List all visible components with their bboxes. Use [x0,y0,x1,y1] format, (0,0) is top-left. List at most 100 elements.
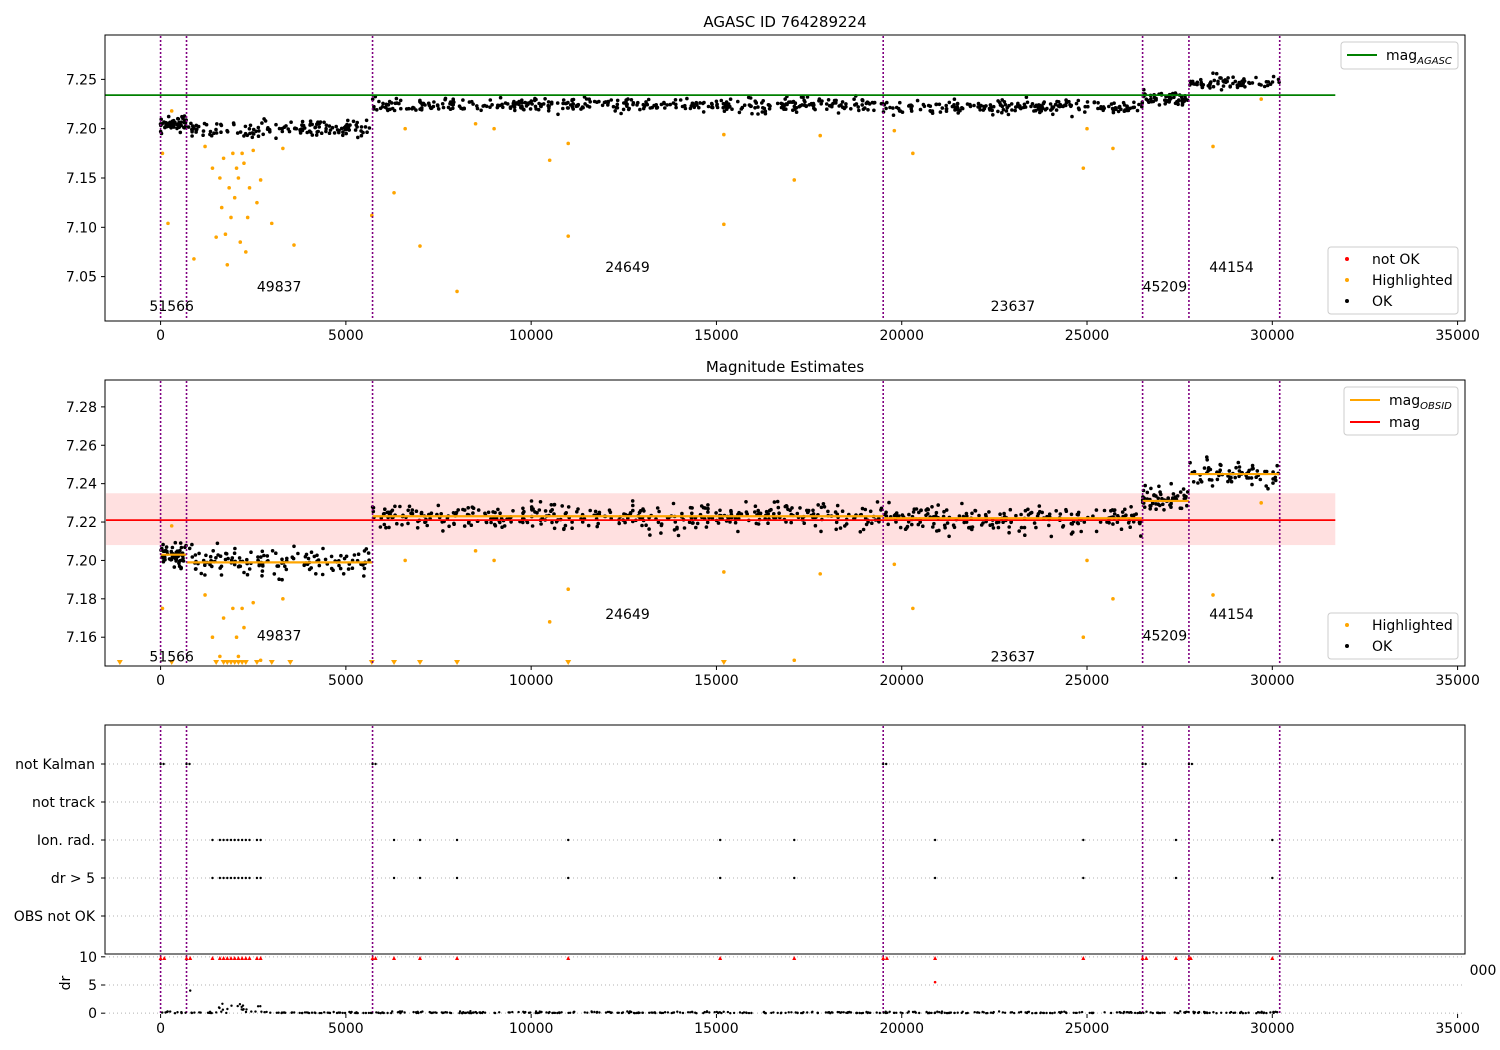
axes-frame [104,379,1466,667]
ok-point [1064,98,1068,102]
ok-point [1229,479,1234,484]
ok-point [659,102,664,107]
dr-point [1215,1012,1218,1015]
ok-point [935,529,939,533]
ok-point [1179,95,1184,100]
ok-point [260,574,264,578]
dr-point [540,1010,543,1014]
ok-point [163,125,167,129]
ok-point [665,103,669,107]
ok-point [884,514,889,518]
x-tick-label: 20000 [879,328,924,344]
dr-point [263,1011,266,1014]
ok-point [934,510,939,515]
ok-point [988,103,993,107]
ok-point [1219,88,1224,92]
ok-point [1202,466,1207,470]
ok-point [256,125,261,130]
dr-point [1138,1011,1142,1014]
ok-point [1275,463,1279,468]
dr-not-ok-marker [884,955,889,960]
category-label: not Kalman [15,757,95,773]
ok-point [476,508,481,512]
x-tick-label: 35000 [1435,673,1480,689]
ok-point [309,566,314,570]
dr-point [341,1011,344,1015]
ok-point [306,556,311,561]
ok-point [364,547,369,551]
ok-point [726,104,730,109]
x-tick-label: 25000 [1065,328,1110,344]
ok-point [1001,107,1006,112]
flag-point [185,762,188,766]
ok-point [1143,483,1147,488]
ok-point [310,133,315,137]
ok-point [1254,75,1258,80]
dr-point [379,1012,382,1015]
flag-point [248,838,251,842]
ok-point [1237,465,1242,469]
ok-point [928,104,933,108]
x-tick-label: 30000 [1250,328,1295,344]
ok-point [337,563,341,568]
ok-point [247,567,252,571]
ok-point [570,520,574,524]
flag-point [255,838,259,842]
ok-point [277,577,281,581]
ok-point [955,102,960,106]
y-tick-label: 5 [88,978,97,994]
dr-point [375,1011,378,1014]
dr-point [551,1011,554,1015]
dr-point [323,1011,326,1014]
ok-point [337,128,341,133]
dr-point [517,1010,520,1014]
ok-point [471,506,476,511]
dr-point [992,1010,995,1014]
dr-point [1027,1010,1031,1013]
ok-point [242,570,246,575]
ok-point [587,97,591,101]
dr-point [421,1010,424,1013]
ok-point [1158,490,1162,494]
ok-point [722,109,727,113]
dr-not-ok-marker [243,955,248,960]
ok-point [454,510,459,515]
ok-point [1019,512,1023,517]
ok-point [968,102,972,107]
ok-point [521,520,525,525]
ok-point [690,511,694,516]
ok-point [367,126,372,130]
ok-point [860,98,865,103]
flag-point [1082,876,1085,880]
dr-not-ok-marker [373,955,378,960]
ok-point [1233,79,1238,84]
ok-point [944,103,948,108]
dr-point [1088,1011,1091,1015]
ok-point [695,521,700,526]
ok-point [742,103,747,107]
highlighted-point [1081,635,1086,640]
dr-point [633,1012,636,1015]
ok-point [629,98,634,102]
ok-point [659,531,663,535]
dr-point [434,1011,437,1014]
ok-point [1047,512,1052,516]
ok-point [1022,525,1027,530]
dr-point [1031,1012,1034,1015]
ok-point [659,522,664,526]
dr-point [217,1006,221,1009]
ok-point [844,105,848,109]
obsid-label: 44154 [1209,607,1254,623]
ok-point [996,525,1001,530]
ok-point [1096,106,1100,111]
ok-point [534,97,538,102]
ok-point [563,512,568,516]
ok-point [316,120,320,124]
ok-point [180,114,184,119]
ok-point [690,506,694,510]
ok-point [697,105,701,110]
ok-point [1205,455,1209,459]
ok-point [353,128,358,132]
dr-point [1019,1010,1023,1014]
dr-point [689,1011,692,1014]
